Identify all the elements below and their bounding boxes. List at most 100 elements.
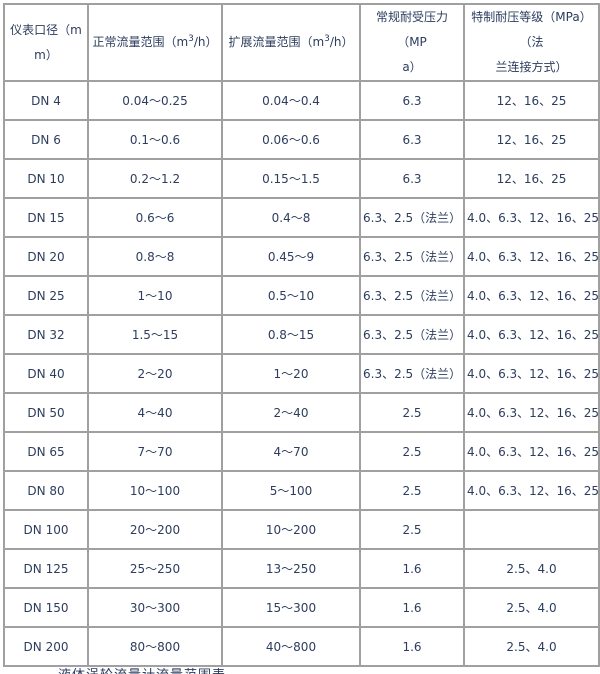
cell-normal_flow: 0.6～6 bbox=[87, 197, 223, 238]
cell-special_pressure: 4.0、6.3、12、16、25 bbox=[463, 392, 600, 433]
table-body: DN 4 0.04～0.25 0.04～0.4 6.3 12、16、25 DN 6 0.1～… bbox=[3, 80, 600, 667]
cell-diameter: DN 10 bbox=[3, 158, 89, 199]
cell-extended_flow: 0.15～1.5 bbox=[221, 158, 361, 199]
cell-normal_pressure: 6.3、2.5（法兰） bbox=[359, 353, 465, 394]
cell-diameter: DN 50 bbox=[3, 392, 89, 433]
cell-extended_flow: 5～100 bbox=[221, 470, 361, 511]
cell-diameter: DN 100 bbox=[3, 509, 89, 550]
cell-extended_flow: 0.5～10 bbox=[221, 275, 361, 316]
table-row: DN 125 25～250 13～250 1.6 2.5、4.0 bbox=[3, 548, 600, 589]
table-row: DN 4 0.04～0.25 0.04～0.4 6.3 12、16、25 bbox=[3, 80, 600, 121]
table-row: DN 15 0.6～6 0.4～8 6.3、2.5（法兰） 4.0、6.3、12、16、… bbox=[3, 197, 600, 238]
cell-special_pressure bbox=[463, 509, 600, 550]
cell-normal_pressure: 1.6 bbox=[359, 626, 465, 667]
cell-extended_flow: 2～40 bbox=[221, 392, 361, 433]
cell-diameter: DN 20 bbox=[3, 236, 89, 277]
cell-extended_flow: 0.8～15 bbox=[221, 314, 361, 355]
cell-diameter: DN 150 bbox=[3, 587, 89, 628]
table-row: DN 200 80～800 40～800 1.6 2.5、4.0 bbox=[3, 626, 600, 667]
cell-normal_pressure: 6.3、2.5（法兰） bbox=[359, 275, 465, 316]
header-text: 常规耐受压力（MP bbox=[375, 10, 448, 49]
table-row: DN 150 30～300 15～300 1.6 2.5、4.0 bbox=[3, 587, 600, 628]
cell-diameter: DN 15 bbox=[3, 197, 89, 238]
cell-extended_flow: 10～200 bbox=[221, 509, 361, 550]
table-row: DN 50 4～40 2～40 2.5 4.0、6.3、12、16、25 bbox=[3, 392, 600, 433]
cell-normal_flow: 2～20 bbox=[87, 353, 223, 394]
cell-extended_flow: 1～20 bbox=[221, 353, 361, 394]
cell-diameter: DN 25 bbox=[3, 275, 89, 316]
cell-special_pressure: 4.0、6.3、12、16、25 bbox=[463, 197, 600, 238]
cell-special_pressure: 2.5、4.0 bbox=[463, 548, 600, 589]
cell-diameter: DN 6 bbox=[3, 119, 89, 160]
cell-special_pressure: 12、16、25 bbox=[463, 158, 600, 199]
cell-normal_pressure: 2.5 bbox=[359, 392, 465, 433]
cell-normal_pressure: 2.5 bbox=[359, 509, 465, 550]
cell-extended_flow: 0.45～9 bbox=[221, 236, 361, 277]
col-header-special_pressure: 特制耐压等级（MPa）（法 兰连接方式） bbox=[463, 3, 600, 82]
table-row: DN 6 0.1～0.6 0.06～0.6 6.3 12、16、25 bbox=[3, 119, 600, 160]
cell-special_pressure: 4.0、6.3、12、16、25 bbox=[463, 431, 600, 472]
cell-extended_flow: 0.06～0.6 bbox=[221, 119, 361, 160]
cell-normal_flow: 10～100 bbox=[87, 470, 223, 511]
col-header-extended_flow: 扩展流量范围（m3/h） bbox=[221, 3, 361, 82]
cell-normal_flow: 0.8～8 bbox=[87, 236, 223, 277]
cell-normal_flow: 25～250 bbox=[87, 548, 223, 589]
cell-normal_pressure: 1.6 bbox=[359, 587, 465, 628]
col-header-normal_flow: 正常流量范围（m3/h） bbox=[87, 3, 223, 82]
cell-normal_flow: 1～10 bbox=[87, 275, 223, 316]
header-text: m） bbox=[34, 47, 58, 62]
table-header: 仪表口径（m m） 正常流量范围（m3/h） 扩展流量范围（m3/h） 常规耐受压力（M… bbox=[3, 3, 600, 82]
cell-normal_pressure: 6.3、2.5（法兰） bbox=[359, 197, 465, 238]
cell-diameter: DN 40 bbox=[3, 353, 89, 394]
table-row: DN 32 1.5～15 0.8～15 6.3、2.5（法兰） 4.0、6.3、12、1… bbox=[3, 314, 600, 355]
cell-normal_flow: 0.1～0.6 bbox=[87, 119, 223, 160]
col-header-normal_pressure: 常规耐受压力（MP a） bbox=[359, 3, 465, 82]
cell-extended_flow: 13～250 bbox=[221, 548, 361, 589]
cell-special_pressure: 4.0、6.3、12、16、25 bbox=[463, 353, 600, 394]
cell-normal_flow: 80～800 bbox=[87, 626, 223, 667]
cell-extended_flow: 0.04～0.4 bbox=[221, 80, 361, 121]
header-text: 正常流量范围（m bbox=[92, 35, 189, 49]
cell-normal_pressure: 6.3、2.5（法兰） bbox=[359, 236, 465, 277]
cell-special_pressure: 4.0、6.3、12、16、25 bbox=[463, 236, 600, 277]
cell-diameter: DN 200 bbox=[3, 626, 89, 667]
cell-special_pressure: 2.5、4.0 bbox=[463, 626, 600, 667]
cell-normal_flow: 7～70 bbox=[87, 431, 223, 472]
cell-extended_flow: 4～70 bbox=[221, 431, 361, 472]
table-row: DN 80 10～100 5～100 2.5 4.0、6.3、12、16、25 bbox=[3, 470, 600, 511]
cell-normal_pressure: 1.6 bbox=[359, 548, 465, 589]
table-row: DN 100 20～200 10～200 2.5 bbox=[3, 509, 600, 550]
superscript: 3 bbox=[188, 34, 194, 44]
cell-normal_pressure: 6.3 bbox=[359, 80, 465, 121]
cell-diameter: DN 4 bbox=[3, 80, 89, 121]
cell-normal_flow: 4～40 bbox=[87, 392, 223, 433]
cell-special_pressure: 4.0、6.3、12、16、25 bbox=[463, 470, 600, 511]
cell-special_pressure: 12、16、25 bbox=[463, 119, 600, 160]
header-text: /h） bbox=[329, 35, 354, 49]
cell-extended_flow: 40～800 bbox=[221, 626, 361, 667]
cell-diameter: DN 65 bbox=[3, 431, 89, 472]
col-header-diameter: 仪表口径（m m） bbox=[3, 3, 89, 82]
cell-diameter: DN 125 bbox=[3, 548, 89, 589]
cell-special_pressure: 12、16、25 bbox=[463, 80, 600, 121]
superscript: 3 bbox=[324, 34, 330, 44]
clipped-text-line: 液体涡轮流量计流量范围表 bbox=[58, 668, 600, 674]
cell-diameter: DN 32 bbox=[3, 314, 89, 355]
cell-special_pressure: 4.0、6.3、12、16、25 bbox=[463, 275, 600, 316]
cell-normal_pressure: 2.5 bbox=[359, 470, 465, 511]
table-row: DN 65 7～70 4～70 2.5 4.0、6.3、12、16、25 bbox=[3, 431, 600, 472]
cell-normal_flow: 1.5～15 bbox=[87, 314, 223, 355]
table-row: DN 20 0.8～8 0.45～9 6.3、2.5（法兰） 4.0、6.3、12、16… bbox=[3, 236, 600, 277]
cell-normal_pressure: 2.5 bbox=[359, 431, 465, 472]
header-text: 兰连接方式） bbox=[495, 60, 568, 74]
cell-extended_flow: 15～300 bbox=[221, 587, 361, 628]
cell-normal_flow: 30～300 bbox=[87, 587, 223, 628]
flow-meter-spec-table: 仪表口径（m m） 正常流量范围（m3/h） 扩展流量范围（m3/h） 常规耐受压力（M… bbox=[3, 3, 600, 667]
cell-normal_pressure: 6.3、2.5（法兰） bbox=[359, 314, 465, 355]
cell-normal_flow: 20～200 bbox=[87, 509, 223, 550]
header-text: 仪表口径（m bbox=[10, 22, 82, 37]
table-row: DN 10 0.2～1.2 0.15～1.5 6.3 12、16、25 bbox=[3, 158, 600, 199]
cell-normal_flow: 0.04～0.25 bbox=[87, 80, 223, 121]
header-text: a） bbox=[402, 60, 422, 74]
cell-special_pressure: 4.0、6.3、12、16、25 bbox=[463, 314, 600, 355]
